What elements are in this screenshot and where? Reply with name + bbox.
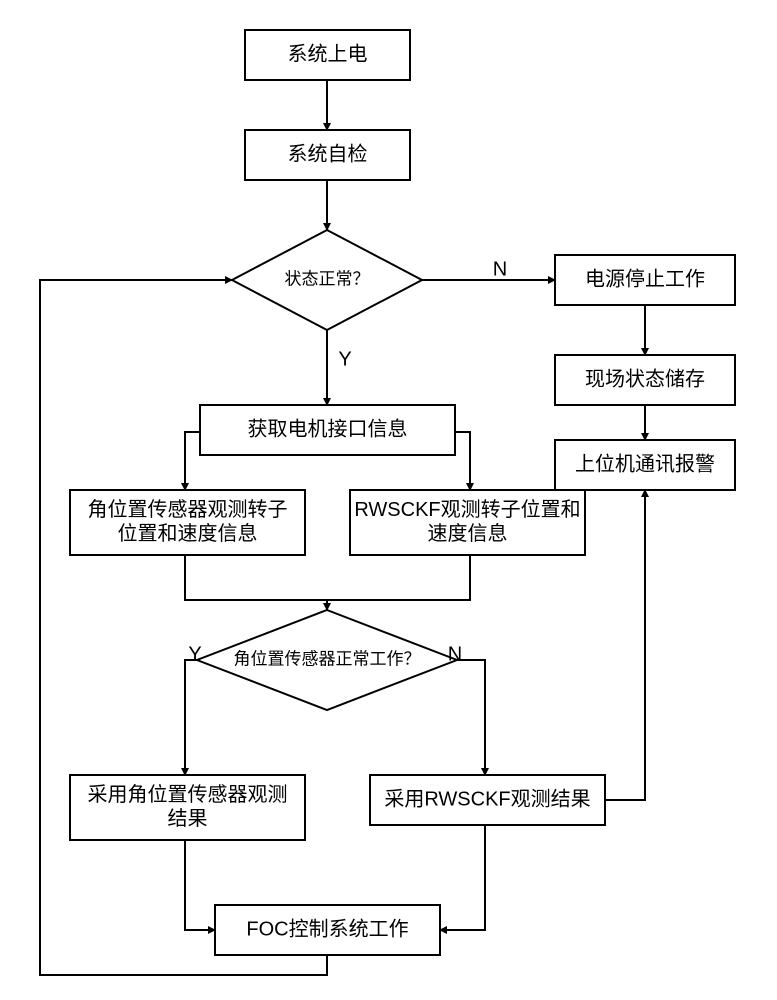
edge-e4 (185, 432, 200, 490)
edge-label-status_y: Y (338, 348, 351, 370)
edge-e11 (440, 825, 485, 930)
edge-e9 (457, 660, 485, 775)
edge-label-sensor_n: N (448, 643, 462, 665)
node-label: 系统上电 (288, 42, 368, 65)
node-label: 采用RWSCKF观测结果 (384, 787, 590, 810)
edge-e10 (185, 840, 215, 930)
edge-e6 (185, 555, 327, 610)
node-label: 位置和速度信息 (118, 522, 258, 545)
node-label: 系统自检 (288, 142, 368, 165)
edge-e8 (185, 660, 197, 775)
node-label: 电源停止工作 (585, 267, 705, 290)
node-label: RWSCKF观测转子位置和 (354, 498, 580, 521)
node-label: 采用角位置传感器观测 (88, 783, 288, 806)
node-label: 角位置传感器正常工作？ (234, 649, 421, 668)
node-label: 现场状态储存 (585, 367, 705, 390)
node-label: FOC控制系统工作 (246, 917, 408, 940)
node-label: 状态正常？ (285, 269, 370, 288)
node-label: 获取电机接口信息 (248, 417, 408, 440)
edge-label-sensor_y: Y (188, 643, 201, 665)
node-label: 上位机通讯报警 (575, 452, 715, 475)
node-label: 速度信息 (428, 522, 508, 545)
edge-e5 (455, 432, 470, 490)
edge-label-status_n: N (493, 258, 507, 280)
flowchart-canvas: 系统上电系统自检状态正常？ 获取电机接口信息角位置传感器观测转子位置和速度信息 RW… (0, 0, 777, 1000)
node-label: 角位置传感器观测转子 (88, 498, 288, 521)
edge-e7 (327, 555, 470, 600)
edge-e15 (605, 490, 645, 800)
node-label: 结果 (168, 807, 208, 830)
